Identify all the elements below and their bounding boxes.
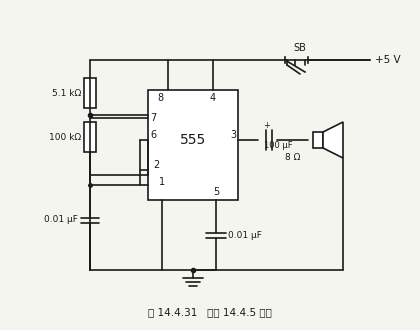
- Text: 图 14.4.31   习题 14.4.5 的图: 图 14.4.31 习题 14.4.5 的图: [148, 307, 272, 317]
- Text: SB: SB: [294, 43, 307, 53]
- Text: 7: 7: [150, 113, 156, 123]
- Text: 100 kΩ: 100 kΩ: [49, 133, 81, 142]
- Text: 2: 2: [153, 160, 159, 170]
- Text: 4: 4: [210, 93, 216, 103]
- Bar: [84, 122, 96, 152]
- Text: 0.01 µF: 0.01 µF: [44, 215, 78, 224]
- Text: 1: 1: [159, 177, 165, 187]
- Bar: [148, 90, 238, 200]
- Text: +5 V: +5 V: [375, 55, 401, 65]
- Text: 5: 5: [213, 187, 219, 197]
- Text: 3: 3: [230, 130, 236, 140]
- Text: 8: 8: [157, 93, 163, 103]
- Text: 0.01 µF: 0.01 µF: [228, 230, 262, 240]
- Text: 8 Ω: 8 Ω: [285, 153, 301, 162]
- Text: +: +: [264, 120, 273, 129]
- Text: 555: 555: [180, 133, 206, 147]
- Polygon shape: [323, 122, 343, 158]
- Bar: [313, 132, 323, 148]
- Text: 100 µF: 100 µF: [264, 141, 293, 149]
- Text: 5.1 kΩ: 5.1 kΩ: [52, 88, 81, 97]
- Text: 6: 6: [150, 130, 156, 140]
- Bar: [84, 78, 96, 108]
